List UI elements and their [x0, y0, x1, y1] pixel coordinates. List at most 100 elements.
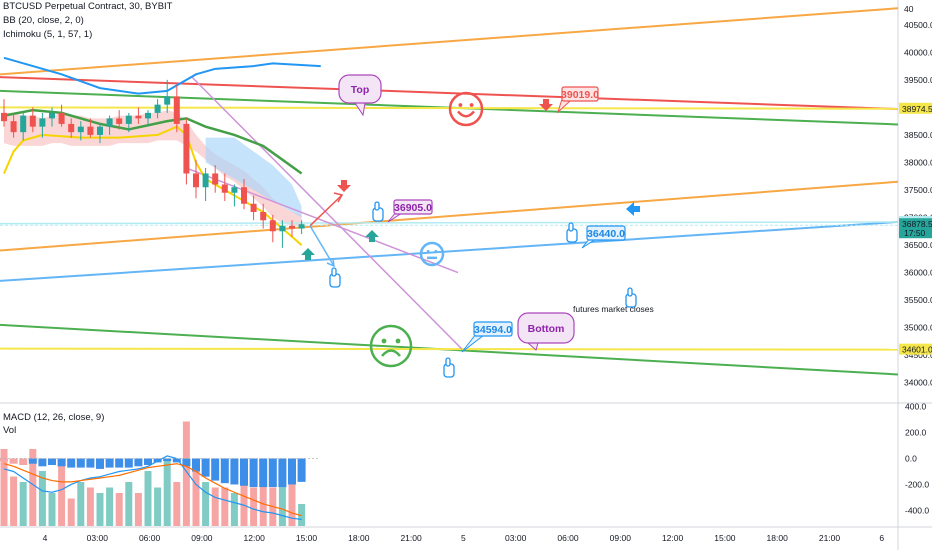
price-tick-label: 38500.0 [904, 130, 932, 140]
macd-histogram-bar [38, 458, 47, 467]
candle-body [173, 96, 180, 124]
price-tick-label-top: 40 [904, 4, 914, 14]
candle-body [193, 173, 199, 188]
volume-bar [240, 482, 248, 526]
time-tick-label: 21:00 [400, 533, 422, 543]
bottom-callout-box [517, 312, 575, 344]
happy-face-icon-eye-right [469, 103, 474, 107]
time-tick-label: 03:00 [505, 533, 527, 543]
candle-body [260, 212, 267, 221]
happy-face-icon-mouth [457, 110, 475, 118]
candle-body [279, 225, 286, 232]
sleepy-face-icon-outline [369, 324, 413, 368]
sleepy-face-icon-eye-left [381, 338, 387, 344]
price-callout-39019-label: 39019.0 [561, 89, 599, 101]
macd-histogram-bar [288, 458, 296, 485]
price-callout-36440: 36440.0 [581, 225, 626, 249]
macd-histogram-bar [297, 458, 306, 482]
macd-histogram-bar [278, 458, 287, 488]
violet-channel-upper [191, 76, 463, 350]
legend-symbol: BTCUSD Perpetual Contract, 30, BYBIT [3, 1, 173, 12]
time-tick-label: 03:00 [87, 533, 109, 543]
yellow-support-line [0, 347, 899, 351]
neutral-face-icon-outline [419, 241, 445, 267]
volume-bar [125, 482, 133, 526]
macd-histogram-bar [192, 458, 200, 472]
bottom-callout-label: Bottom [528, 323, 565, 335]
volume-bar [106, 487, 114, 526]
macd-histogram-bar [182, 458, 191, 467]
volume-bar [134, 493, 142, 526]
pointing-hand-icon [566, 222, 578, 243]
volume-bar [38, 471, 46, 526]
volume-bar [182, 421, 190, 526]
up-arrow-icon [301, 248, 315, 260]
price-callout-36440-label: 36440.0 [587, 228, 625, 240]
happy-face-icon-outline [448, 91, 484, 127]
price-badge-countdown: 17:50 [904, 228, 926, 238]
volume-bar [154, 487, 162, 526]
volume-bar [10, 476, 18, 526]
candle-body [10, 121, 17, 133]
candle-body [39, 118, 46, 127]
candle-body [77, 126, 84, 133]
candle-body [298, 224, 305, 229]
volume-bar [96, 493, 104, 526]
time-tick-label: 4 [43, 533, 48, 543]
bottom-callout: Bottom [517, 312, 575, 351]
candle-body [269, 220, 276, 232]
candle-body [231, 187, 238, 193]
candle-body [164, 96, 171, 105]
volume-bar [211, 487, 219, 526]
price-badge [899, 218, 932, 239]
price-tick-label: 40000.0 [904, 47, 932, 57]
macd-histogram-bar [105, 458, 114, 468]
candle-body [135, 115, 142, 119]
cyan-price-line [0, 221, 899, 225]
price-badge-label: 38974.5 [902, 104, 932, 114]
sleepy-face-icon [369, 324, 413, 368]
top-callout-box [338, 74, 382, 104]
candle-body [212, 173, 219, 185]
macd-histogram-bar [124, 458, 133, 468]
down-arrow-icon [337, 180, 351, 192]
candle-body [58, 112, 65, 124]
red-resistance-line [0, 76, 899, 111]
candle-body [68, 123, 75, 133]
volume-bar [163, 460, 171, 526]
price-callout-36440-box [586, 225, 626, 241]
macd-tick-label: -400.0 [905, 505, 929, 515]
price-callout-39019-box [561, 86, 599, 102]
price-badge [899, 343, 932, 355]
pointing-hand-icon [443, 357, 455, 378]
left-arrow-icon [626, 202, 640, 216]
projection-down-line [309, 225, 335, 267]
macd-histogram-bar [0, 458, 8, 462]
pointing-hand-icon [329, 267, 341, 288]
time-tick-label: 18:00 [767, 533, 789, 543]
candles [1, 79, 305, 248]
macd-tick-label: 0.0 [905, 454, 917, 464]
macd-histogram-bar [19, 458, 28, 465]
neutral-face-icon [419, 241, 445, 267]
volume-bar [19, 482, 27, 526]
price-badge [899, 102, 932, 114]
volume-bar [86, 487, 94, 526]
projection-up-line [309, 194, 343, 227]
macd-histogram-bar [144, 458, 152, 465]
macd-histogram-bar [134, 458, 143, 467]
pointing-hand-icon-finger [374, 201, 380, 211]
candle-body [29, 115, 36, 127]
down-arrow-icon [539, 99, 553, 111]
neutral-face-icon-eye-left [426, 249, 430, 253]
up-arrow-icon [365, 230, 379, 242]
pointing-hand-icon [372, 201, 384, 222]
candle-body [289, 225, 295, 229]
sleepy-face-icon-eye-right [395, 338, 401, 344]
macd-histogram-bar [67, 458, 76, 468]
orange-mid-trendline [0, 180, 899, 252]
price-tick-label: 40500.0 [904, 20, 932, 30]
macd-histogram-bar [163, 458, 172, 462]
volume-bar [48, 493, 56, 526]
